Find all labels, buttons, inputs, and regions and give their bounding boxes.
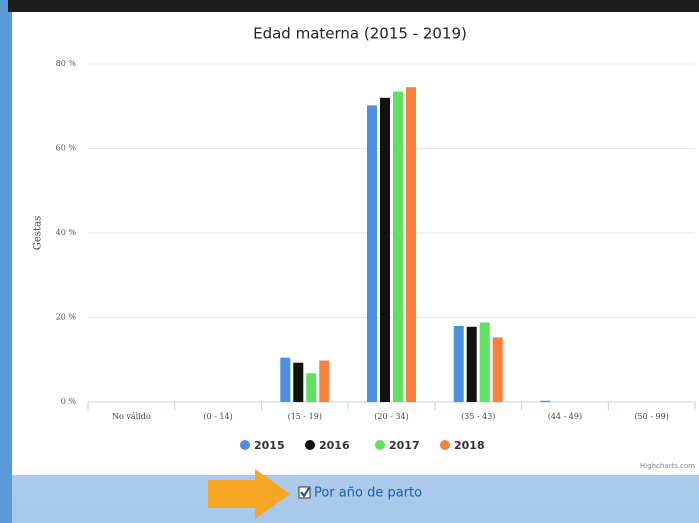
x-tick-label: (15 - 19): [288, 412, 322, 421]
y-axis-label: Gestas: [33, 216, 44, 250]
bar: [406, 87, 416, 403]
bar: [319, 360, 330, 402]
legend-label[interactable]: 2015: [254, 439, 285, 452]
bar: [280, 357, 291, 402]
legend-label[interactable]: 2016: [319, 439, 350, 452]
bar: [466, 326, 477, 402]
checkbox-label[interactable]: Por año de parto: [314, 486, 422, 501]
bar: [453, 325, 464, 402]
legend-marker: [305, 440, 315, 450]
y-tick-label: 40 %: [56, 228, 77, 237]
arrow: [208, 469, 290, 519]
x-tick-label: (35 - 43): [461, 412, 495, 421]
top-bar: [8, 0, 699, 12]
legend-label[interactable]: 2018: [454, 439, 485, 452]
credits: Highcharts.com: [640, 462, 695, 470]
y-tick-label: 0 %: [61, 397, 77, 406]
bar: [380, 97, 390, 403]
bar: [367, 105, 377, 402]
left-border: [0, 0, 12, 523]
y-tick-label: 60 %: [56, 144, 77, 153]
x-tick-label: No válido: [112, 412, 151, 421]
y-tick-label: 20 %: [56, 313, 77, 322]
bar: [293, 362, 304, 402]
chart-panel: [12, 12, 699, 475]
legend-marker: [375, 440, 385, 450]
checkmark: [300, 487, 310, 498]
chart-title: Edad materna (2015 - 2019): [253, 25, 467, 43]
x-tick-label: (20 - 34): [374, 412, 408, 421]
legend-marker: [440, 440, 450, 450]
bar: [492, 337, 503, 402]
x-tick-label: (50 - 99): [634, 412, 668, 421]
y-tick-label: 80 %: [56, 59, 77, 68]
bar: [479, 322, 490, 402]
x-tick-label: (0 - 14): [203, 412, 232, 421]
bar: [306, 373, 317, 402]
x-tick-label: (44 - 49): [548, 412, 582, 421]
legend-marker: [240, 440, 250, 450]
bar: [393, 91, 403, 403]
bar: [540, 400, 551, 402]
checkbox[interactable]: [298, 486, 311, 499]
legend-label[interactable]: 2017: [389, 439, 420, 452]
